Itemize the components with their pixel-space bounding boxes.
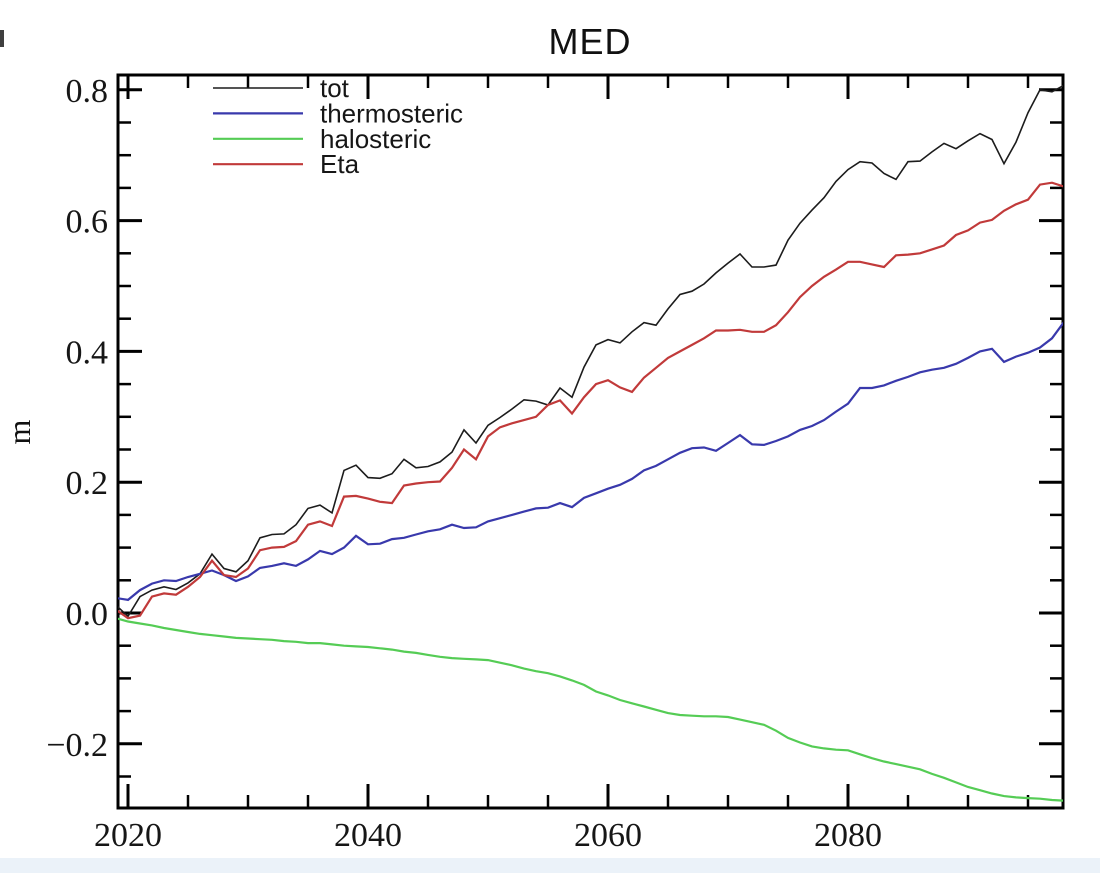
chart-title: MED	[549, 21, 632, 62]
x-tick-label: 2060	[574, 817, 642, 854]
y-tick-label: 0.4	[66, 334, 109, 371]
y-tick-label: 0.8	[66, 73, 109, 110]
bottom-strip	[0, 858, 1100, 873]
series-line-thermosteric	[118, 321, 1063, 602]
x-tick-label: 2080	[814, 817, 882, 854]
legend-label-Eta: Eta	[320, 149, 360, 179]
y-tick-label: 0.2	[66, 465, 109, 502]
y-axis-label: m	[1, 419, 37, 444]
series-line-tot	[118, 84, 1063, 618]
screen-artifact	[0, 30, 4, 47]
plot-area: 2020 2040 2060 2080 −0.2 0.0 0.2 0.4 0.6 0.8 totth…	[46, 73, 1065, 854]
x-tick-label: 2040	[334, 817, 402, 854]
x-tick-label: 2020	[94, 817, 162, 854]
legend-label-tot: tot	[320, 73, 350, 103]
y-tick-label: −0.2	[46, 727, 108, 764]
legend-label-thermosteric: thermosteric	[320, 98, 463, 128]
plot-frame	[116, 73, 1065, 810]
series-line-halosteric	[118, 617, 1063, 802]
legend-label-halosteric: halosteric	[320, 124, 431, 154]
y-tick-label: 0.6	[66, 204, 109, 241]
y-tick-label: 0.0	[66, 596, 109, 633]
series-line-Eta	[118, 181, 1063, 620]
